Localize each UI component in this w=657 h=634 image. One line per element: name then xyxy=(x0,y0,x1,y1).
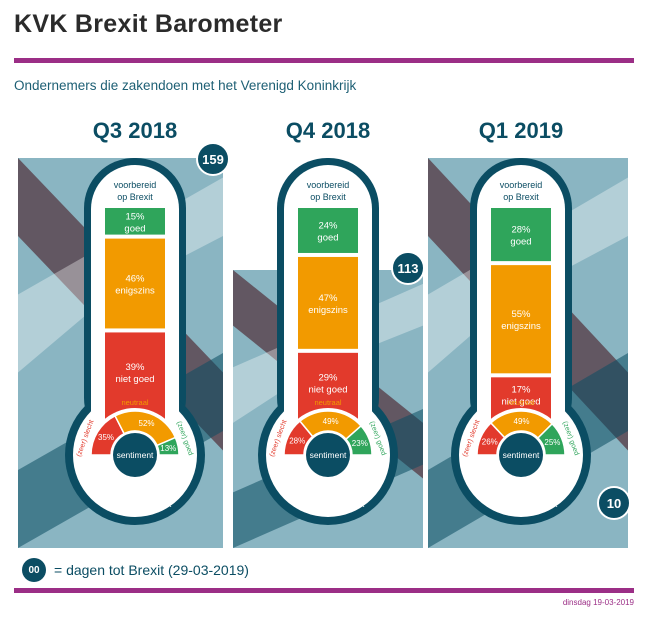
days-badge-value: 113 xyxy=(398,261,419,276)
bar-goed xyxy=(298,208,358,253)
gauge-label-neutral: neutraal xyxy=(507,398,534,407)
thermometer: voorbereid op Brexit 15%goed 46%enigszins 39… xyxy=(65,158,205,525)
quarter-panel-q4: Q4 2018 voorbereid op Brexit 24%goed 47%enig… xyxy=(233,118,425,548)
date-stamp: dinsdag 19-03-2019 xyxy=(562,598,634,607)
tube-label: voorbereid xyxy=(500,180,543,190)
quarter-title: Q1 2019 xyxy=(479,118,563,143)
bar-category-label: goed xyxy=(317,232,338,243)
bar-category-label: niet goed xyxy=(501,397,540,408)
bar-category-label: enigszins xyxy=(308,305,348,316)
bar-value-label: 47% xyxy=(318,293,338,304)
bar-category-label: enigszins xyxy=(501,321,541,332)
gauge-label-neutral: neutraal xyxy=(314,398,341,407)
gauge-label-neutral: neutraal xyxy=(121,398,148,407)
gauge-hub xyxy=(499,433,543,477)
sentiment-label: sentiment xyxy=(503,450,540,460)
sentiment-label: Verenigd Koninkrijk xyxy=(292,499,366,509)
gauge-value-label: 13% xyxy=(160,444,176,453)
sentiment-label: sentiment xyxy=(310,450,347,460)
quarter-title: Q4 2018 xyxy=(286,118,370,143)
bar-value-label: 55% xyxy=(511,309,531,320)
days-badge xyxy=(196,142,230,176)
gauge-value-label: 25% xyxy=(544,438,560,447)
gauge-value-label: 23% xyxy=(352,439,368,448)
bar-enigszins xyxy=(491,265,551,374)
thermometer: voorbereid op Brexit 24%goed 47%enigszins 29… xyxy=(258,158,398,525)
gauge-segment-2 xyxy=(156,436,180,456)
page-subtitle: Ondernemers die zakendoen met het Vereni… xyxy=(14,78,357,93)
tube-label: voorbereid xyxy=(307,180,350,190)
bar-value-label: 46% xyxy=(125,274,145,285)
bar-category-label: enigszins xyxy=(115,286,155,297)
gauge-value-label: 49% xyxy=(514,417,530,426)
bottom-divider xyxy=(14,588,634,593)
days-badge-value: 159 xyxy=(202,152,224,167)
sentiment-label: zakelijke vooruitzichten xyxy=(284,487,372,497)
bar-value-label: 29% xyxy=(318,372,338,383)
gauge-segment-2 xyxy=(536,422,566,456)
gauge-hub xyxy=(113,433,157,477)
gauge-value-label: 35% xyxy=(98,433,114,442)
gauge-value-label: 26% xyxy=(482,437,498,446)
days-badge xyxy=(391,251,425,285)
tube-label: op Brexit xyxy=(503,192,539,202)
bar-category-label: goed xyxy=(124,223,145,234)
legend: 00 = dagen tot Brexit (29-03-2019) xyxy=(22,558,249,582)
gauge-hub xyxy=(306,433,350,477)
bar-category-label: niet goed xyxy=(308,384,347,395)
sentiment-label: zakelijke vooruitzichten xyxy=(91,487,179,497)
bar-value-label: 24% xyxy=(318,220,338,231)
quarter-panel-q3: Q3 2018 voorbereid op Brexit 15%goed 46%enig… xyxy=(18,118,230,548)
sentiment-label: Verenigd Koninkrijk xyxy=(99,499,173,509)
gauge-segment-2 xyxy=(344,424,373,456)
legend-text: = dagen tot Brexit (29-03-2019) xyxy=(54,562,249,578)
days-badge-value: 10 xyxy=(607,496,621,511)
bar-category-label: niet goed xyxy=(115,374,154,385)
top-divider xyxy=(14,58,634,63)
bar-goed xyxy=(105,208,165,235)
tube-label: voorbereid xyxy=(114,180,157,190)
gauge-value-label: 28% xyxy=(289,437,305,446)
thermometer: voorbereid op Brexit 28%goed 55%enigszins 17… xyxy=(451,158,591,525)
sentiment-label: zakelijke vooruitzichten xyxy=(477,487,565,497)
bar-value-label: 17% xyxy=(511,385,531,396)
tube-label: op Brexit xyxy=(310,192,346,202)
gauge-value-label: 52% xyxy=(139,419,155,428)
sentiment-label: sentiment xyxy=(117,450,154,460)
bar-goed xyxy=(491,208,551,262)
quarter-title: Q3 2018 xyxy=(93,118,177,143)
gauge-value-label: 49% xyxy=(323,417,339,426)
bar-enigszins xyxy=(105,238,165,329)
quarter-panel-q1: Q1 2019 voorbereid op Brexit 28%goed 55%enig… xyxy=(428,118,631,548)
bar-value-label: 39% xyxy=(125,362,145,373)
legend-badge: 00 xyxy=(22,558,46,582)
tube-label: op Brexit xyxy=(117,192,153,202)
bar-value-label: 28% xyxy=(511,225,531,236)
days-badge xyxy=(597,486,631,520)
bar-category-label: goed xyxy=(510,237,531,248)
bar-value-label: 15% xyxy=(125,211,145,222)
sentiment-label: Verenigd Koninkrijk xyxy=(485,499,559,509)
bar-enigszins xyxy=(298,256,358,349)
page-title: KVK Brexit Barometer xyxy=(14,10,283,38)
